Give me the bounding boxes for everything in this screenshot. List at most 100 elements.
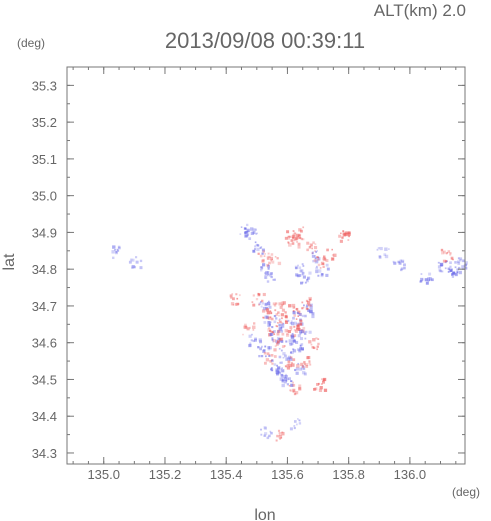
- data-point-speckle: [305, 307, 309, 311]
- data-point-speckle: [342, 230, 345, 233]
- data-point-speckle: [285, 373, 287, 376]
- data-point-speckle: [278, 347, 281, 350]
- data-point-speckle: [464, 261, 468, 265]
- data-point-speckle: [297, 327, 301, 331]
- data-point-speckle: [428, 277, 433, 281]
- data-point-speckle: [421, 278, 424, 281]
- data-point-speckle: [263, 351, 267, 355]
- data-point-speckle: [135, 260, 139, 264]
- data-point-speckle: [260, 428, 262, 431]
- data-point-speckle: [299, 269, 303, 273]
- data-point-speckle: [318, 388, 323, 393]
- data-point-speckle: [303, 361, 306, 364]
- data-point-speckle: [300, 269, 304, 273]
- data-point-speckle: [255, 233, 258, 235]
- data-point: [252, 241, 265, 255]
- data-point-speckle: [332, 258, 334, 260]
- data-point-speckle: [292, 310, 295, 312]
- data-point-speckle: [290, 383, 294, 387]
- data-point-speckle: [290, 389, 293, 392]
- data-point-speckle: [258, 302, 262, 305]
- data-point-speckle: [258, 354, 261, 358]
- data-point-speckle: [397, 260, 400, 264]
- data-point-speckle: [400, 268, 403, 272]
- data-point: [257, 345, 272, 358]
- data-point-speckle: [291, 235, 295, 238]
- data-point-speckle: [290, 335, 295, 339]
- data-point-speckle: [257, 244, 260, 247]
- data-point-speckle: [320, 273, 324, 276]
- data-point: [308, 337, 320, 351]
- data-point-speckle: [270, 368, 272, 371]
- data-point-speckle: [287, 236, 290, 240]
- data-point: [263, 314, 278, 329]
- data-point-speckle: [317, 382, 320, 385]
- data-point-speckle: [281, 323, 283, 326]
- data-point-speckle: [264, 275, 268, 279]
- data-point-speckle: [317, 269, 322, 273]
- data-point-speckle: [291, 236, 294, 239]
- data-point-speckle: [288, 357, 293, 361]
- data-point-speckle: [301, 263, 304, 266]
- data-point-speckle: [291, 363, 295, 367]
- data-point-speckle: [264, 253, 266, 255]
- data-point: [269, 329, 284, 345]
- data-point-speckle: [300, 329, 305, 333]
- data-point-speckle: [273, 363, 277, 366]
- data-point: [447, 266, 462, 278]
- data-point-speckle: [261, 309, 266, 313]
- data-point-speckle: [311, 252, 314, 255]
- data-point-speckle: [289, 342, 293, 346]
- data-point-speckle: [278, 372, 281, 375]
- data-point-speckle: [284, 374, 288, 378]
- data-point-speckle: [284, 314, 288, 318]
- data-point-speckle: [299, 236, 302, 240]
- data-point-speckle: [282, 374, 286, 378]
- data-point-speckle: [298, 233, 302, 236]
- data-point-speckle: [265, 271, 269, 275]
- data-point-speckle: [377, 247, 380, 250]
- data-point-speckle: [128, 260, 132, 264]
- data-point: [303, 303, 315, 319]
- data-point-speckle: [262, 306, 267, 311]
- data-point-speckle: [131, 266, 134, 269]
- data-point-speckle: [256, 232, 258, 235]
- data-point-speckle: [293, 328, 297, 332]
- data-point-speckle: [270, 367, 273, 370]
- data-point-speckle: [393, 261, 397, 265]
- data-point-speckle: [117, 245, 121, 249]
- data-point-speckle: [320, 382, 323, 385]
- data-point-speckle: [287, 361, 291, 364]
- data-point-speckle: [278, 314, 280, 317]
- data-point-speckle: [260, 299, 264, 303]
- data-point-speckle: [281, 431, 284, 434]
- data-point-speckle: [277, 261, 282, 266]
- data-point-speckle: [308, 360, 311, 363]
- data-point-speckle: [288, 304, 292, 308]
- data-point-speckle: [276, 340, 281, 344]
- data-point-speckle: [278, 370, 281, 374]
- data-point-speckle: [420, 273, 423, 275]
- data-point-speckle: [296, 364, 300, 368]
- data-point-speckle: [259, 301, 262, 303]
- data-point-speckle: [431, 278, 434, 282]
- data-point-speckle: [315, 251, 317, 253]
- data-point-speckle: [376, 248, 379, 251]
- data-point-speckle: [235, 293, 238, 296]
- data-point-speckle: [273, 278, 276, 281]
- data-point-speckle: [273, 355, 277, 358]
- data-point-speckle: [287, 319, 290, 322]
- data-point-speckle: [311, 254, 315, 258]
- data-point-speckle: [299, 332, 302, 335]
- data-point-speckle: [281, 345, 285, 349]
- data-point-speckle: [272, 278, 275, 281]
- data-point: [260, 263, 273, 277]
- data-point-speckle: [297, 245, 301, 249]
- data-point-speckle: [279, 377, 284, 381]
- data-point-speckle: [306, 248, 309, 252]
- data-point-speckle: [302, 367, 306, 370]
- data-point-speckle: [277, 366, 281, 370]
- data-point-speckle: [297, 235, 301, 239]
- data-point-speckle: [400, 267, 404, 270]
- data-point: [289, 418, 302, 431]
